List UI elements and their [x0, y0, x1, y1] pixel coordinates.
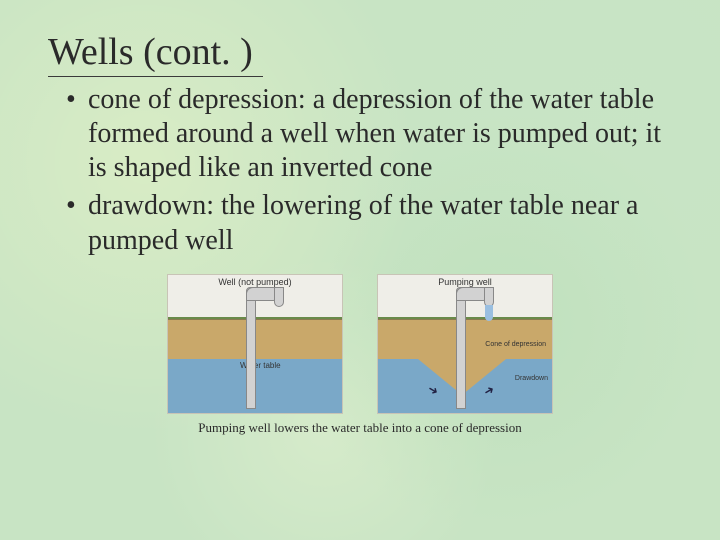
well-pipe	[456, 287, 466, 409]
slide-container: Wells (cont. ) cone of depression: a dep…	[0, 0, 720, 446]
figure-left-label: Well (not pumped)	[168, 277, 342, 287]
figure-left: Well (not pumped) Water table	[167, 274, 343, 414]
slide-title: Wells (cont. )	[48, 30, 263, 77]
bullet-item: drawdown: the lowering of the water tabl…	[66, 189, 672, 257]
cone-label: Cone of depression	[485, 341, 546, 348]
bullet-list: cone of depression: a depression of the …	[48, 83, 672, 258]
water-stream	[485, 305, 493, 321]
bullet-item: cone of depression: a depression of the …	[66, 83, 672, 185]
pipe-spout	[484, 287, 494, 307]
figure-caption: Pumping well lowers the water table into…	[48, 420, 672, 436]
figures-row: Well (not pumped) Water table Pumping we…	[48, 274, 672, 414]
figure-right: Pumping well Cone of depression Drawdown…	[377, 274, 553, 414]
figure-right-label: Pumping well	[378, 277, 552, 287]
pipe-spout	[274, 287, 284, 307]
well-pipe	[246, 287, 256, 409]
drawdown-label: Drawdown	[515, 375, 548, 382]
